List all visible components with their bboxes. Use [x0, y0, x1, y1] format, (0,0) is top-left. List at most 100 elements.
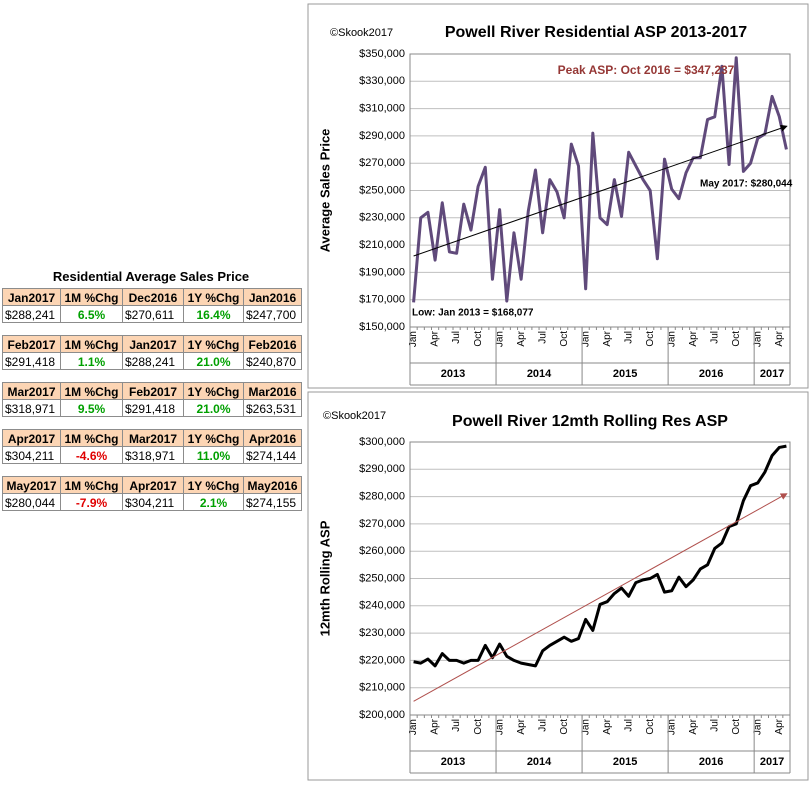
x-tick-label: Jul: [623, 719, 634, 732]
table-title: Residential Average Sales Price: [52, 269, 250, 284]
x-tick-label: Jan: [752, 719, 763, 735]
x-tick-label: Jul: [451, 331, 462, 344]
header-cell: Apr2017: [122, 476, 184, 494]
plot-area: [409, 53, 791, 328]
y-tick-label: $240,000: [359, 600, 405, 612]
group-label: 2017: [760, 756, 784, 768]
pct-change: 21.0%: [183, 352, 244, 370]
x-tick-label: Jul: [451, 719, 462, 732]
x-tick-label: Oct: [473, 331, 484, 347]
header-cell: Feb2016: [243, 335, 302, 353]
price-cell: $263,531: [243, 399, 302, 417]
header-cell: 1Y %Chg: [183, 429, 244, 447]
y-tick-label: $250,000: [359, 572, 405, 584]
header-cell: Dec2016: [122, 288, 184, 306]
y-tick-label: $350,000: [359, 48, 405, 60]
data-line: [412, 56, 788, 303]
price-cell: $274,155: [243, 493, 302, 511]
group-label: 2013: [441, 368, 465, 380]
x-tick-label: Apr: [430, 718, 441, 734]
trendline: [413, 124, 788, 257]
pct-change: 16.4%: [183, 305, 244, 323]
price-cell: $288,241: [122, 352, 184, 370]
price-cell: $240,870: [243, 352, 302, 370]
x-tick-label: Jan: [494, 719, 505, 735]
price-cell: $304,211: [2, 446, 61, 464]
group-label: 2015: [613, 756, 637, 768]
y-tick-label: $330,000: [359, 75, 405, 87]
pct-change: -7.9%: [60, 493, 123, 511]
x-tick-label: Jan: [752, 331, 763, 347]
price-cell: $288,241: [2, 305, 61, 323]
y-tick-label: $230,000: [359, 627, 405, 639]
x-tick-label: Oct: [731, 719, 742, 735]
header-cell: Apr2016: [243, 429, 302, 447]
pct-change: 21.0%: [183, 399, 244, 417]
x-tick-label: Apr: [516, 718, 527, 734]
header-cell: Mar2017: [122, 429, 184, 447]
header-cell: 1Y %Chg: [183, 382, 244, 400]
x-tick-label: Jan: [408, 331, 419, 347]
header-cell: 1Y %Chg: [183, 288, 244, 306]
x-tick-label: Apr: [688, 330, 699, 346]
y-axis-label: 12mth Rolling ASP: [317, 520, 332, 636]
y-tick-label: $210,000: [359, 682, 405, 694]
price-cell: $270,611: [122, 305, 184, 323]
x-tick-label: Apr: [430, 330, 441, 346]
pct-change: 9.5%: [60, 399, 123, 417]
pct-change: 2.1%: [183, 493, 244, 511]
annotation: Low: Jan 2013 = $168,077: [412, 308, 534, 319]
x-tick-label: Apr: [602, 718, 613, 734]
header-cell: Apr2017: [2, 429, 61, 447]
y-tick-label: $200,000: [359, 709, 405, 721]
pct-change: 6.5%: [60, 305, 123, 323]
x-tick-label: Jan: [666, 719, 677, 735]
trendline: [413, 493, 788, 702]
x-tick-label: Apr: [774, 718, 785, 734]
x-tick-label: Jan: [580, 331, 591, 347]
y-tick-label: $170,000: [359, 294, 405, 306]
header-cell: 1M %Chg: [60, 335, 123, 353]
header-cell: May2016: [243, 476, 302, 494]
price-cell: $318,971: [122, 446, 184, 464]
price-cell: $291,418: [2, 352, 61, 370]
x-tick-label: Apr: [516, 330, 527, 346]
y-tick-label: $250,000: [359, 184, 405, 196]
pct-change: 11.0%: [183, 446, 244, 464]
header-cell: 1M %Chg: [60, 288, 123, 306]
x-tick-label: Jul: [537, 331, 548, 344]
plot-area: [409, 441, 791, 716]
price-cell: $274,144: [243, 446, 302, 464]
group-label: 2016: [699, 368, 723, 380]
x-tick-label: Oct: [473, 719, 484, 735]
x-tick-label: Jan: [408, 719, 419, 735]
x-tick-label: Jul: [623, 331, 634, 344]
summary-table: Residential Average Sales Price Jan2017 1M…: [0, 0, 305, 785]
y-tick-label: $290,000: [359, 463, 405, 475]
annotation: May 2017: $280,044: [700, 179, 793, 190]
chart-title: Powell River 12mth Rolling Res ASP: [452, 413, 728, 430]
group-label: 2014: [527, 368, 552, 380]
header-cell: Feb2017: [2, 335, 61, 353]
price-cell: $280,044: [2, 493, 61, 511]
pct-change: -4.6%: [60, 446, 123, 464]
header-cell: 1Y %Chg: [183, 476, 244, 494]
header-cell: Mar2016: [243, 382, 302, 400]
x-tick-label: Jul: [709, 719, 720, 732]
y-tick-label: $220,000: [359, 654, 405, 666]
y-tick-label: $260,000: [359, 545, 405, 557]
x-tick-label: Oct: [559, 719, 570, 735]
y-tick-label: $300,000: [359, 436, 405, 448]
y-tick-label: $280,000: [359, 491, 405, 503]
x-tick-label: Oct: [645, 331, 656, 347]
header-cell: May2017: [2, 476, 61, 494]
x-tick-label: Apr: [774, 330, 785, 346]
x-tick-label: Jul: [537, 719, 548, 732]
x-tick-label: Oct: [645, 719, 656, 735]
header-cell: Jan2017: [2, 288, 61, 306]
header-cell: 1Y %Chg: [183, 335, 244, 353]
header-cell: 1M %Chg: [60, 382, 123, 400]
x-tick-label: Jan: [666, 331, 677, 347]
x-tick-label: Jul: [709, 331, 720, 344]
